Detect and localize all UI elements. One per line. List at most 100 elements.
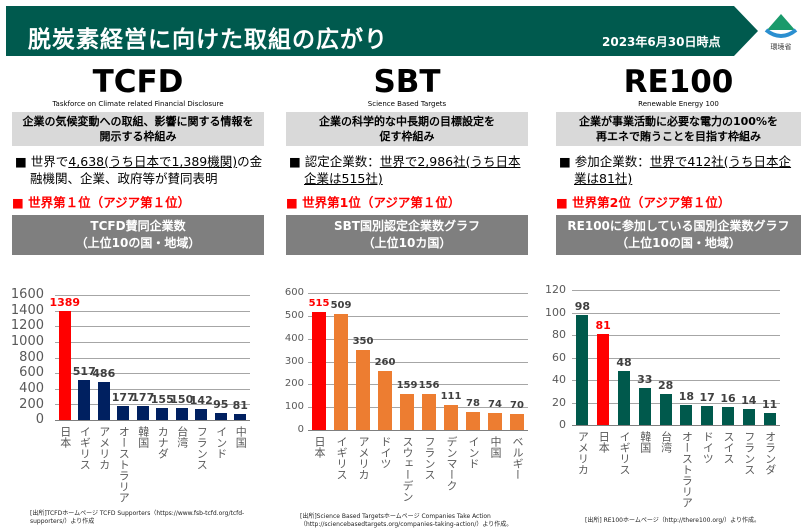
y-tick-label: 80 [552, 328, 566, 342]
desc-line: 企業の気候変動への取組、影響に関する情報を [22, 115, 254, 128]
page-title: 脱炭素経営に向けた取組の広がり [28, 27, 388, 53]
y-tick-label: 60 [552, 350, 566, 364]
category-label: カナダ [156, 426, 170, 459]
data-label: 81 [232, 398, 248, 412]
chart-title: SBT国別認定企業数グラフ （上位10カ国） [286, 215, 528, 255]
category-label: ドイツ [379, 436, 392, 469]
gridline [55, 388, 250, 390]
category-label: フランス [195, 426, 209, 470]
bar [334, 313, 348, 430]
category-label: スウェーデン [401, 436, 414, 502]
chart-title: TCFD賛同企業数 （上位10の国・地域） [12, 215, 264, 255]
bar [763, 412, 776, 425]
gridline [308, 407, 528, 409]
category-label: インド [467, 436, 480, 469]
category-label: インド [214, 426, 228, 459]
data-label: 11 [761, 397, 778, 411]
bar [214, 412, 227, 420]
bar [58, 311, 71, 420]
framework-subtitle: Science Based Targets [367, 100, 447, 108]
data-label: 98 [574, 299, 591, 313]
desc-line: 促す枠組み [379, 130, 435, 143]
framework-subtitle: Taskforce on Climate related Financial D… [52, 100, 224, 108]
data-label: 142 [189, 393, 213, 407]
category-label: イギリス [618, 431, 631, 475]
category-label: オランダ [763, 431, 777, 475]
y-tick-label: 120 [545, 283, 566, 297]
data-label: 74 [488, 399, 502, 411]
source-note: [出所]Science Based Targetsホームページ Companie… [300, 513, 513, 528]
bar [97, 382, 110, 420]
bar [701, 405, 714, 425]
bar [422, 394, 436, 430]
bullet-text: 参加企業数： [574, 154, 650, 169]
gridline [308, 338, 528, 340]
data-label: 81 [595, 318, 611, 332]
data-label: 14 [741, 394, 757, 408]
data-label: 1389 [49, 296, 81, 310]
category-label: 日本 [597, 431, 611, 453]
data-label: 260 [374, 356, 396, 368]
source-note: [出所] RE100ホームページ（http://there100.org/）より… [585, 517, 761, 524]
gridline [572, 380, 780, 381]
data-label: 515 [308, 298, 330, 310]
chart-title-line: SBT国別認定企業数グラフ [334, 219, 480, 233]
gridline [308, 384, 528, 386]
gridline [572, 357, 780, 359]
stat-bullet: ■ 世界で4,638(うち日本で1,389機関)の金融機関、企業、政府等が賛同表… [12, 153, 264, 187]
category-label: 中国 [234, 426, 248, 448]
category-label: フランス [423, 436, 436, 480]
bar [510, 414, 524, 430]
chart-title-line: （上位10の国・地域） [616, 236, 741, 250]
gridline [308, 361, 528, 363]
bar [742, 409, 755, 425]
bullet-icon: ■ [289, 154, 301, 169]
data-label: 95 [213, 397, 229, 411]
bar [117, 406, 130, 420]
gridline [55, 295, 250, 296]
bar [378, 370, 392, 430]
rank-bullet: ■ 世界第1位（アジア第１位） [286, 195, 461, 210]
category-label: 台湾 [175, 426, 189, 448]
y-tick-label: 0 [559, 418, 566, 432]
rank-bullet: ■ 世界第１位（アジア第１位） [12, 195, 191, 210]
header-shape [6, 6, 758, 56]
y-tick-label: 300 [284, 355, 304, 367]
y-tick-label: 500 [284, 309, 304, 321]
chart-title-line: TCFD賛同企業数 [90, 219, 186, 233]
bar [597, 333, 610, 425]
category-label: アメリカ [97, 426, 111, 470]
chart-title-line: （上位10カ国） [362, 236, 452, 250]
logo-text: 環境省 [770, 43, 792, 51]
data-label: 70 [510, 400, 524, 412]
y-tick-label: 400 [19, 380, 44, 396]
y-tick-label: 600 [284, 287, 304, 298]
bar [175, 408, 188, 420]
bullet-text: の金融機関、企業、政府等が賛同表明 [30, 154, 263, 186]
framework-description: 企業の科学的な中長期の目標設定を 促す枠組み [286, 112, 528, 146]
framework-subtitle: Renewable Energy 100 [638, 100, 719, 108]
framework-description: 企業の気候変動への取組、影響に関する情報を 開示する枠組み [12, 112, 264, 146]
gridline [55, 310, 250, 312]
gridline [55, 326, 250, 328]
y-tick-label: 0 [35, 412, 44, 428]
bar [78, 379, 91, 420]
category-label: 日本 [313, 436, 326, 458]
bar [638, 387, 651, 425]
data-label: 509 [330, 299, 352, 311]
gridline [572, 425, 780, 426]
category-label: イギリス [78, 426, 92, 470]
y-tick-label: 200 [284, 378, 304, 390]
column-sbt: SBT Science Based Targets 企業の科学的な中長期の目標設… [286, 60, 528, 255]
desc-line: 企業の科学的な中長期の目標設定を [319, 115, 495, 128]
y-tick-label: 40 [552, 373, 566, 387]
y-tick-label: 1200 [10, 318, 44, 334]
category-label: フランス [742, 431, 756, 475]
y-tick-label: 0 [297, 424, 304, 435]
category-label: 韓国 [638, 431, 652, 453]
framework-name: RE100 [623, 64, 734, 100]
data-label: 78 [466, 398, 480, 410]
bullet-underlined: 世界で2,986社(うち日本企業は515社) [304, 154, 521, 186]
category-label: デンマーク [445, 436, 458, 491]
